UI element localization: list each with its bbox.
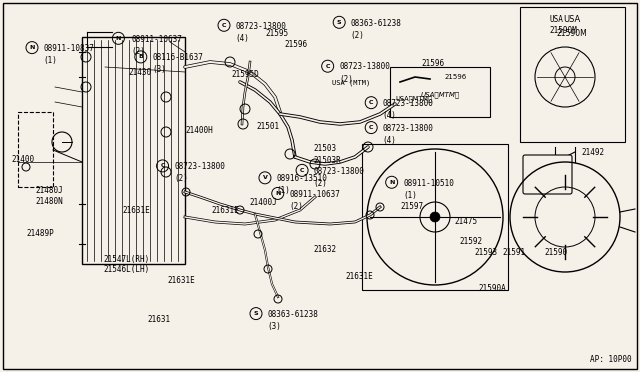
Text: (1): (1) <box>44 56 58 65</box>
Text: 21489P: 21489P <box>27 229 54 238</box>
Text: 21400J: 21400J <box>250 198 277 207</box>
Text: 08723-13800: 08723-13800 <box>174 162 225 171</box>
Text: 21501: 21501 <box>256 122 279 131</box>
Text: C: C <box>221 23 227 28</box>
Text: V: V <box>262 175 268 180</box>
Text: 21430: 21430 <box>128 68 151 77</box>
Text: AP: 10P00: AP: 10P00 <box>590 355 632 364</box>
Text: 08916-13510: 08916-13510 <box>276 174 327 183</box>
Text: 08911-10637: 08911-10637 <box>131 35 182 44</box>
Text: 21596: 21596 <box>285 40 308 49</box>
Text: 21400H: 21400H <box>186 126 213 135</box>
Text: 21595: 21595 <box>266 29 289 38</box>
Text: 08723-13800: 08723-13800 <box>236 22 286 31</box>
Bar <box>82 37 185 264</box>
Text: (2): (2) <box>351 31 365 40</box>
Text: B: B <box>138 54 143 60</box>
Text: 21595D: 21595D <box>232 70 259 79</box>
Text: 21592: 21592 <box>460 237 483 246</box>
Text: 21547L(RH): 21547L(RH) <box>104 255 150 264</box>
Text: 08723-13800: 08723-13800 <box>383 124 433 133</box>
FancyBboxPatch shape <box>523 155 572 194</box>
Circle shape <box>430 212 440 222</box>
Text: 21590: 21590 <box>544 248 567 257</box>
Text: 21631: 21631 <box>147 315 170 324</box>
Text: (4): (4) <box>236 34 250 43</box>
Text: (4): (4) <box>383 136 397 145</box>
Text: N: N <box>29 45 35 50</box>
Text: 21546L(LH): 21546L(LH) <box>104 265 150 274</box>
Text: C: C <box>369 125 374 130</box>
Text: 21503: 21503 <box>314 144 337 153</box>
Text: (2): (2) <box>339 75 353 84</box>
Text: 08363-61238: 08363-61238 <box>268 310 318 319</box>
Text: 21503R: 21503R <box>314 156 341 165</box>
Text: S: S <box>337 20 342 25</box>
Text: C: C <box>160 163 165 169</box>
Text: 21596: 21596 <box>445 74 467 80</box>
Text: 21591: 21591 <box>502 248 525 257</box>
Text: 21475: 21475 <box>454 217 477 226</box>
Text: (3): (3) <box>152 65 166 74</box>
Text: N: N <box>275 191 280 196</box>
Text: 21632: 21632 <box>314 245 337 254</box>
Text: 21590M: 21590M <box>557 29 588 38</box>
Text: 21480J: 21480J <box>35 186 63 195</box>
Text: (4): (4) <box>383 111 397 120</box>
Text: 21631E: 21631E <box>123 206 150 215</box>
Text: 08723-13800: 08723-13800 <box>314 167 364 176</box>
Text: (2): (2) <box>131 47 145 56</box>
Bar <box>390 67 490 117</box>
Text: 21480N: 21480N <box>35 197 63 206</box>
Text: 21631E: 21631E <box>346 272 373 280</box>
Text: N: N <box>116 36 121 41</box>
Bar <box>362 144 508 290</box>
Text: USA《MTM》: USA《MTM》 <box>395 96 432 102</box>
Text: 08363-61238: 08363-61238 <box>351 19 401 28</box>
Text: (2): (2) <box>289 202 303 211</box>
Text: 21492: 21492 <box>581 148 604 157</box>
Text: 21400: 21400 <box>12 155 35 164</box>
Text: 21597: 21597 <box>400 202 423 211</box>
Text: (2): (2) <box>174 174 188 183</box>
Text: USA: USA <box>563 15 580 23</box>
Text: 08116-B1637: 08116-B1637 <box>152 53 203 62</box>
Text: C: C <box>325 64 330 69</box>
Text: (3): (3) <box>268 322 282 331</box>
Text: (2): (2) <box>314 179 328 188</box>
Text: (1): (1) <box>403 191 417 200</box>
Text: 21593: 21593 <box>475 248 498 257</box>
Text: USA (MTM): USA (MTM) <box>332 79 370 86</box>
Text: S: S <box>253 311 259 316</box>
Text: USA: USA <box>549 15 563 24</box>
Text: N: N <box>389 180 394 185</box>
Text: 08911-10510: 08911-10510 <box>403 179 454 187</box>
Text: C: C <box>300 168 305 173</box>
Text: (1): (1) <box>276 186 291 195</box>
Bar <box>520 7 625 142</box>
Text: 21590A: 21590A <box>479 284 506 293</box>
Text: 21596: 21596 <box>421 59 444 68</box>
Text: 08723-13800: 08723-13800 <box>339 62 390 71</box>
Bar <box>18 112 53 187</box>
Text: 21631E: 21631E <box>211 206 239 215</box>
Text: 08911-10837: 08911-10837 <box>44 44 94 53</box>
Text: 21590M: 21590M <box>549 26 577 35</box>
Text: 08723-13800: 08723-13800 <box>383 99 433 108</box>
Text: 08911-10637: 08911-10637 <box>289 190 340 199</box>
Text: USA〈MTM〉: USA〈MTM〉 <box>420 92 460 98</box>
Text: 21631E: 21631E <box>168 276 195 285</box>
Text: C: C <box>369 100 374 105</box>
